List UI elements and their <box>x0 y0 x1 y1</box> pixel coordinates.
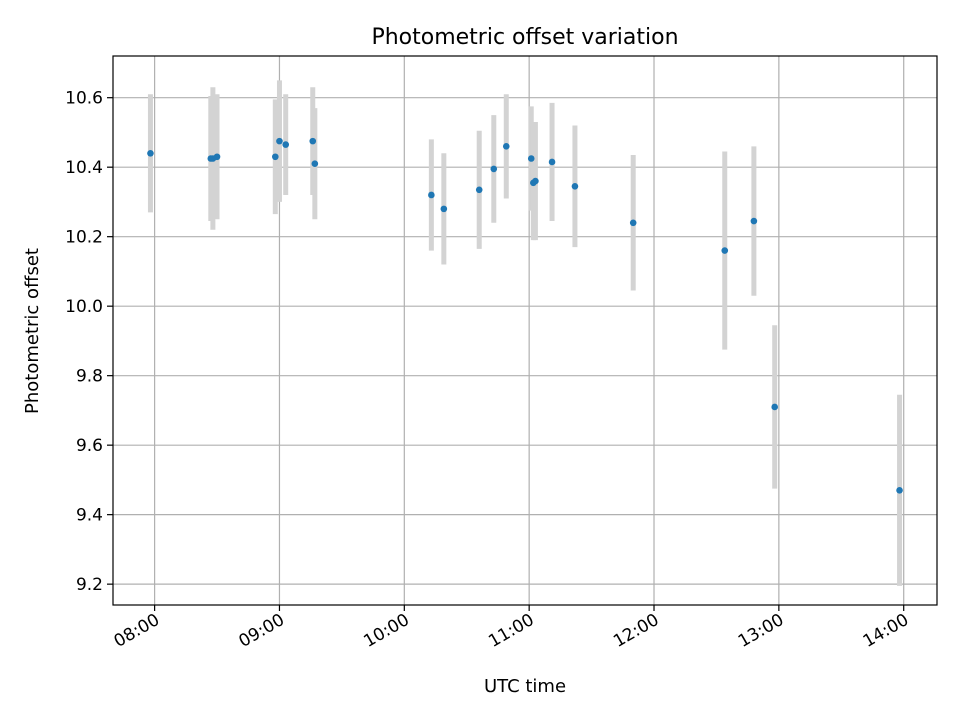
data-point <box>721 247 729 254</box>
x-tick-label: 09:00 <box>236 610 288 652</box>
data-point <box>428 191 435 199</box>
data-point <box>490 165 498 173</box>
data-point <box>282 141 290 148</box>
x-tick-label: 10:00 <box>360 610 412 652</box>
y-tick-label: 9.4 <box>76 506 103 526</box>
y-tick-label: 9.6 <box>76 436 103 456</box>
errorbar-layer <box>147 80 903 586</box>
data-point <box>309 137 317 145</box>
data-point <box>548 158 556 166</box>
y-tick-label: 10.2 <box>65 228 103 248</box>
data-point <box>896 487 903 494</box>
x-tick-label: 11:00 <box>485 610 537 652</box>
x-tick-label: 12:00 <box>610 610 662 652</box>
x-axis-label: UTC time <box>484 676 566 697</box>
x-tick-label: 13:00 <box>735 610 787 652</box>
data-point <box>147 149 154 157</box>
data-point <box>502 143 510 150</box>
data-point <box>532 177 539 185</box>
data-point <box>571 183 579 190</box>
data-point <box>311 160 319 168</box>
data-point <box>276 137 283 145</box>
grid-layer <box>113 56 937 605</box>
x-tick-label: 14:00 <box>860 610 912 652</box>
point-layer <box>147 137 903 494</box>
data-point <box>629 219 637 227</box>
data-point <box>750 217 758 225</box>
data-point <box>527 155 535 162</box>
y-tick-label: 9.8 <box>76 367 103 387</box>
plot-frame <box>112 55 938 606</box>
y-tick-label: 10.0 <box>65 297 103 317</box>
y-tick-label: 9.2 <box>76 575 103 595</box>
y-axis-label: Photometric offset <box>22 248 43 414</box>
data-point <box>475 186 483 194</box>
data-point <box>440 205 448 213</box>
y-tick-label: 10.6 <box>65 89 103 109</box>
tick-layer: 08:00 09:00 10:00 11:00 12:00 13:00 14:00 9.2 9.… <box>65 89 912 652</box>
data-point <box>771 403 778 411</box>
y-tick-label: 10.4 <box>65 158 103 178</box>
data-point <box>213 153 221 161</box>
chart-title: Photometric offset variation <box>371 25 678 50</box>
data-point <box>272 153 279 161</box>
x-tick-label: 08:00 <box>111 610 163 652</box>
